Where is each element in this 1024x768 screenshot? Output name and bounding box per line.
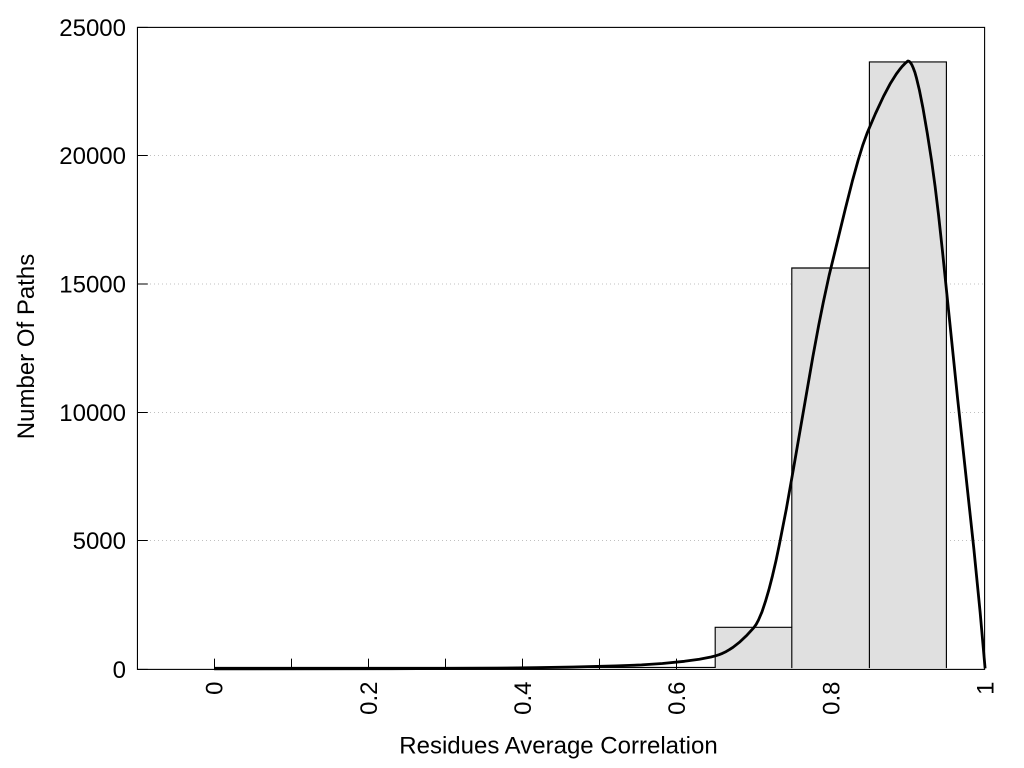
svg-text:0: 0 xyxy=(202,682,229,695)
svg-text:0.8: 0.8 xyxy=(818,682,845,715)
svg-text:5000: 5000 xyxy=(73,528,126,555)
svg-text:0.6: 0.6 xyxy=(664,682,691,715)
svg-text:20000: 20000 xyxy=(59,143,126,170)
svg-text:1: 1 xyxy=(973,682,1000,695)
svg-text:15000: 15000 xyxy=(59,271,126,298)
svg-text:0.4: 0.4 xyxy=(510,682,537,715)
svg-text:0: 0 xyxy=(113,657,126,684)
svg-text:25000: 25000 xyxy=(59,15,126,42)
svg-text:0.2: 0.2 xyxy=(356,682,383,715)
svg-text:10000: 10000 xyxy=(59,400,126,427)
svg-text:Number Of Paths: Number Of Paths xyxy=(13,254,40,439)
svg-text:Residues Average Correlation: Residues Average Correlation xyxy=(399,732,717,759)
